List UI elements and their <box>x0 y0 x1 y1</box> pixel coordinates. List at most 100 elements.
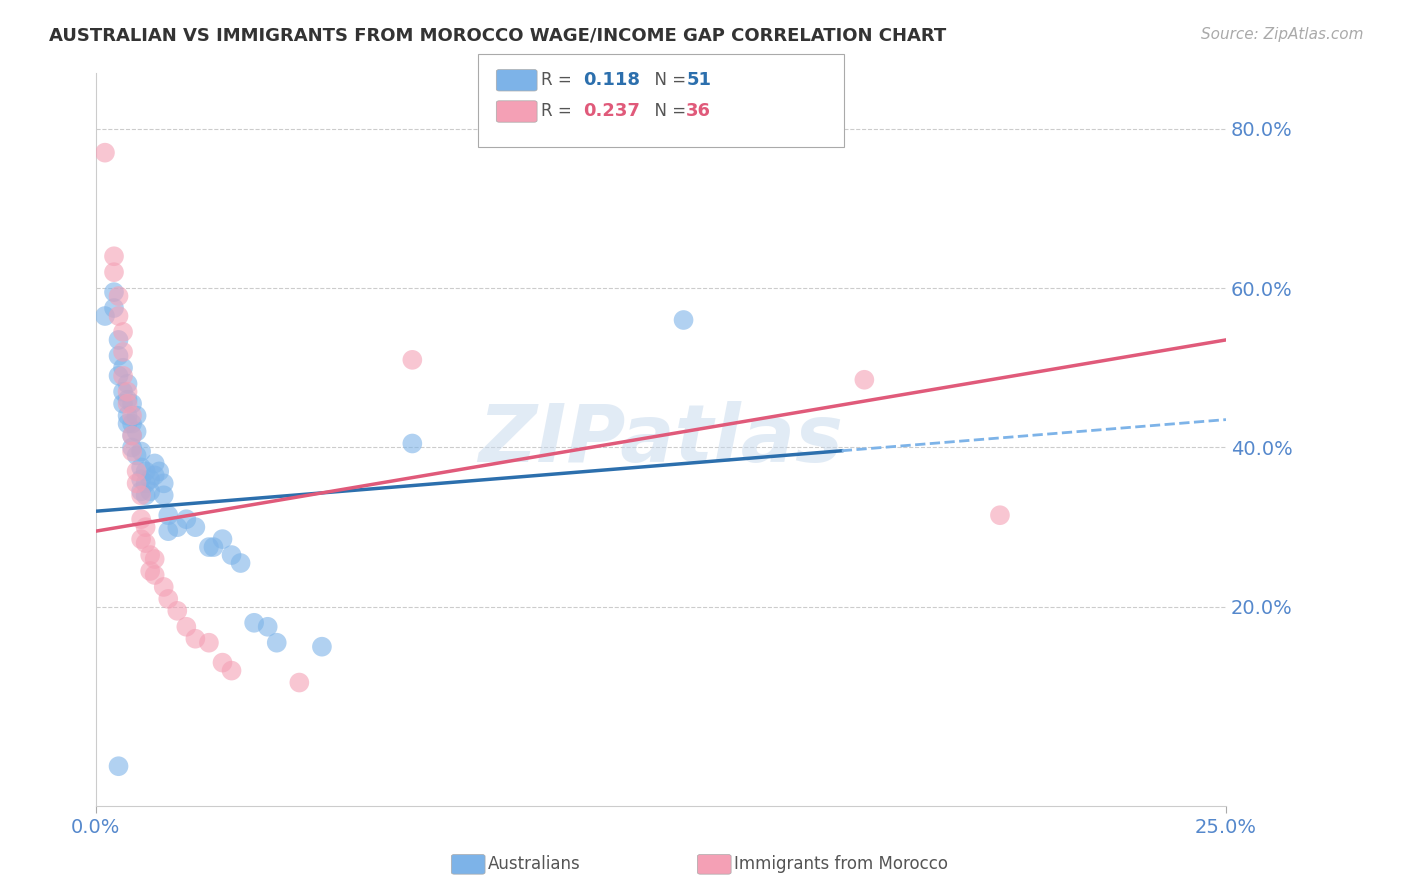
Point <box>94 145 117 160</box>
Point <box>125 425 148 439</box>
Text: 0.237: 0.237 <box>583 103 640 120</box>
Point <box>143 468 166 483</box>
Point <box>166 520 188 534</box>
Point <box>117 409 139 423</box>
Point <box>125 464 148 478</box>
Point <box>672 313 695 327</box>
Point <box>129 460 152 475</box>
Point <box>143 568 166 582</box>
Point <box>129 444 152 458</box>
Text: N =: N = <box>644 103 692 120</box>
Point <box>117 397 139 411</box>
Point <box>139 472 162 486</box>
Point <box>184 632 207 646</box>
Point <box>121 409 143 423</box>
Point <box>121 417 143 431</box>
Point <box>125 449 148 463</box>
Point <box>125 409 148 423</box>
Point <box>112 368 135 383</box>
Point <box>125 476 148 491</box>
Point <box>121 444 143 458</box>
Point <box>112 360 135 375</box>
Point <box>211 532 233 546</box>
Point <box>988 508 1011 523</box>
Point <box>129 472 152 486</box>
Point <box>112 325 135 339</box>
Point <box>157 524 180 538</box>
Text: Source: ZipAtlas.com: Source: ZipAtlas.com <box>1201 27 1364 42</box>
Point <box>256 620 278 634</box>
Point <box>139 548 162 562</box>
Point <box>107 349 129 363</box>
Point <box>107 289 129 303</box>
Point <box>243 615 266 630</box>
Point <box>103 301 125 315</box>
Point <box>103 285 125 299</box>
Text: Australians: Australians <box>488 855 581 873</box>
Point <box>129 484 152 499</box>
Point <box>143 457 166 471</box>
Point <box>266 636 288 650</box>
Point <box>112 397 135 411</box>
Point <box>107 309 129 323</box>
Point <box>152 476 174 491</box>
Point <box>166 604 188 618</box>
Point <box>117 417 139 431</box>
Point <box>121 441 143 455</box>
Text: R =: R = <box>541 71 582 89</box>
Point <box>139 564 162 578</box>
Point <box>229 556 252 570</box>
Point <box>112 344 135 359</box>
Point <box>221 548 243 562</box>
Point <box>103 265 125 279</box>
Point <box>112 384 135 399</box>
Text: 36: 36 <box>686 103 711 120</box>
Point <box>211 656 233 670</box>
Point <box>135 488 157 502</box>
Point <box>152 580 174 594</box>
Point <box>135 464 157 478</box>
Point <box>129 532 152 546</box>
Point <box>117 384 139 399</box>
Point <box>198 636 221 650</box>
Point <box>107 333 129 347</box>
Point <box>135 520 157 534</box>
Point <box>184 520 207 534</box>
Point <box>107 759 129 773</box>
Point <box>202 540 225 554</box>
Point <box>135 536 157 550</box>
Point <box>135 476 157 491</box>
Point <box>121 428 143 442</box>
Text: 0.118: 0.118 <box>583 71 641 89</box>
Point <box>157 591 180 606</box>
Text: Immigrants from Morocco: Immigrants from Morocco <box>734 855 948 873</box>
Point <box>117 376 139 391</box>
Point <box>121 397 143 411</box>
Point <box>176 512 198 526</box>
Point <box>288 675 311 690</box>
Point <box>853 373 876 387</box>
Point <box>103 249 125 263</box>
Point <box>143 552 166 566</box>
Text: N =: N = <box>644 71 692 89</box>
Text: AUSTRALIAN VS IMMIGRANTS FROM MOROCCO WAGE/INCOME GAP CORRELATION CHART: AUSTRALIAN VS IMMIGRANTS FROM MOROCCO WA… <box>49 27 946 45</box>
Point <box>176 620 198 634</box>
Point <box>198 540 221 554</box>
Point <box>311 640 333 654</box>
Point <box>121 428 143 442</box>
Point <box>148 464 170 478</box>
Text: 51: 51 <box>686 71 711 89</box>
Point <box>152 488 174 502</box>
Point <box>129 488 152 502</box>
Point <box>157 508 180 523</box>
Text: R =: R = <box>541 103 582 120</box>
Point <box>107 368 129 383</box>
Point <box>139 484 162 499</box>
Point <box>401 436 423 450</box>
Point <box>94 309 117 323</box>
Point <box>221 664 243 678</box>
Point <box>129 512 152 526</box>
Text: ZIPatlas: ZIPatlas <box>478 401 844 478</box>
Point <box>401 352 423 367</box>
Point <box>117 392 139 407</box>
